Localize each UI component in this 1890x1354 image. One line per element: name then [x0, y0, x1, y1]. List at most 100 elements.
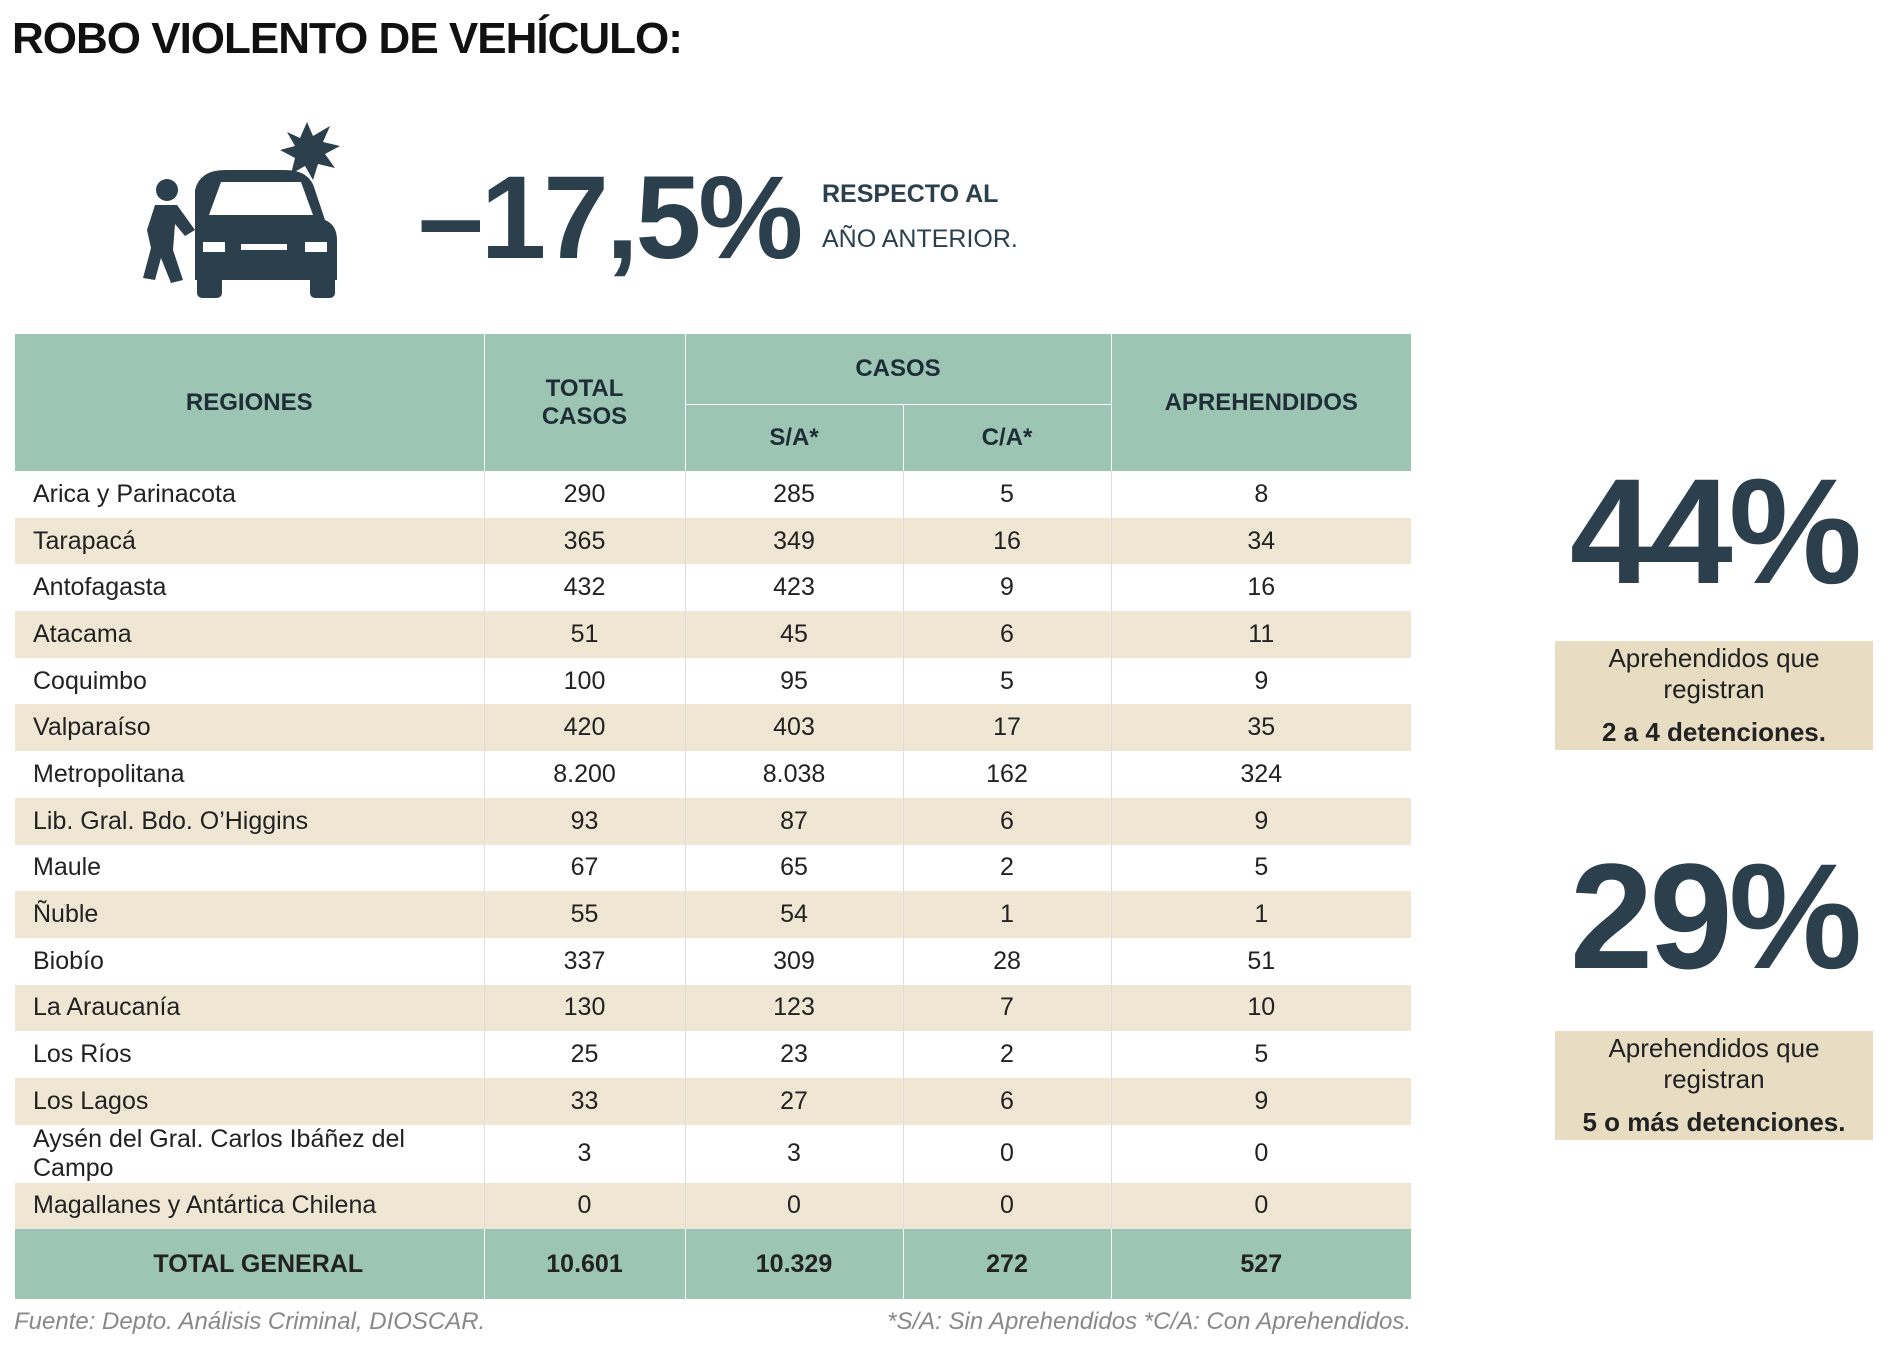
value-cell: 16	[1110, 564, 1412, 612]
stat-box: Aprehendidos que registran 2 a 4 detenci…	[1555, 641, 1873, 750]
footer-source: Fuente: Depto. Análisis Criminal, DIOSCA…	[14, 1308, 486, 1335]
header-cell: TOTAL CASOS	[483, 334, 685, 471]
value-cell: 5	[1110, 1031, 1412, 1078]
value-cell: 337	[483, 937, 685, 985]
value-cell: 5	[902, 471, 1112, 518]
region-cell: Ñuble	[15, 891, 484, 938]
table-row: La Araucanía 130 123 7 10	[15, 984, 1412, 1032]
table-row: Maule 67 65 2 5	[15, 844, 1412, 892]
value-cell: 423	[684, 564, 903, 612]
stat-value: 44%	[1569, 447, 1862, 615]
value-cell: 285	[684, 471, 903, 518]
table-row: Biobío 337 309 28 51	[15, 937, 1412, 985]
value-cell: 28	[902, 937, 1112, 985]
value-cell: 349	[684, 517, 903, 565]
table-row: Coquimbo 100 95 5 9	[15, 657, 1412, 705]
value-cell: 5	[902, 657, 1112, 705]
table-row: Metropolitana 8.200 8.038 162 324	[15, 751, 1412, 798]
stat-value: 29%	[1569, 832, 1862, 1000]
value-cell: 5	[1110, 844, 1412, 892]
value-cell: 2	[902, 1031, 1112, 1078]
region-cell: Tarapacá	[15, 517, 484, 565]
region-cell: Aysén del Gral. Carlos Ibáñez del Campo	[33, 1124, 405, 1182]
change-label: RESPECTO AL	[822, 180, 999, 208]
value-cell: 67	[483, 844, 685, 892]
value-cell: 100	[483, 657, 685, 705]
value-cell: 8	[1110, 471, 1412, 518]
value-cell: 0	[684, 1182, 903, 1230]
value-cell: 365	[483, 517, 685, 565]
value-cell: 9	[1110, 657, 1412, 705]
value-cell: 6	[902, 1077, 1112, 1125]
table-row: Magallanes y Antártica Chilena 0 0 0 0	[15, 1182, 1412, 1230]
region-cell: Maule	[33, 853, 102, 882]
stat-box: Aprehendidos que registran 5 o más deten…	[1555, 1031, 1873, 1140]
region-cell: Antofagasta	[33, 573, 167, 602]
header-cell: CASOS	[684, 334, 1112, 405]
table-row: Los Lagos 33 27 6 9	[15, 1077, 1412, 1125]
region-cell: La Araucanía	[15, 984, 484, 1032]
table-row: Valparaíso 420 403 17 35	[15, 704, 1412, 752]
value-cell: 6	[902, 611, 1112, 658]
stat-text: Aprehendidos que registran	[1608, 1033, 1820, 1094]
header-cell: C/A*	[902, 404, 1112, 471]
value-cell: 9	[902, 564, 1112, 612]
value-cell: 10.329	[684, 1229, 903, 1300]
region-cell: Valparaíso	[15, 704, 484, 752]
value-cell: 0	[1110, 1182, 1412, 1230]
value-cell: 35	[1110, 704, 1412, 752]
header-cell: S/A*	[684, 404, 903, 471]
footer-note: *S/A: Sin Aprehendidos *C/A: Con Aprehen…	[887, 1308, 1411, 1335]
value-cell: 123	[684, 984, 903, 1032]
value-cell: 51	[1110, 937, 1412, 985]
value-cell: 8.038	[684, 751, 903, 798]
stat-bold: 2 a 4 detenciones.	[1602, 717, 1826, 747]
value-cell: 51	[483, 611, 685, 658]
value-cell: 527	[1110, 1229, 1412, 1300]
value-cell: 23	[684, 1031, 903, 1078]
value-cell: 55	[483, 891, 685, 938]
value-cell: 290	[483, 471, 685, 518]
region-cell: Lib. Gral. Bdo. O’Higgins	[15, 797, 484, 845]
value-cell: 162	[902, 751, 1112, 798]
value-cell: 8.200	[483, 751, 685, 798]
value-cell: 87	[684, 797, 903, 845]
value-cell: 403	[684, 704, 903, 752]
value-cell: 65	[684, 844, 903, 892]
value-cell: 0	[483, 1182, 685, 1230]
title: ROBO VIOLENTO DE VEHÍCULO:	[12, 14, 683, 63]
table-row: TOTAL GENERAL 10.601 10.329 272 527	[15, 1229, 1412, 1300]
value-cell: 10.601	[483, 1229, 685, 1300]
value-cell: 25	[483, 1031, 685, 1078]
region-cell: TOTAL GENERAL	[15, 1229, 484, 1300]
region-cell: Biobío	[33, 946, 104, 975]
table-row: Arica y Parinacota 290 285 5 8	[15, 471, 1412, 518]
table-body: Arica y Parinacota 290 285 5 8 Tarapacá 365 349…	[15, 471, 1412, 1300]
table-row: Tarapacá 365 349 16 34	[15, 517, 1412, 565]
value-cell: 2	[902, 844, 1112, 892]
table-row: Antofagasta 432 423 9 16	[15, 564, 1412, 612]
region-cell: Atacama	[15, 611, 484, 658]
value-cell: 9	[1110, 797, 1412, 845]
value-cell: 0	[902, 1182, 1112, 1230]
value-cell: 0	[902, 1124, 1112, 1183]
header-cell: APREHENDIDOS	[1110, 334, 1412, 471]
region-cell: Coquimbo	[33, 666, 147, 695]
value-cell: 7	[902, 984, 1112, 1032]
region-cell: Metropolitana	[33, 759, 185, 788]
table-row: Ñuble 55 54 1 1	[15, 891, 1412, 938]
value-cell: 10	[1110, 984, 1412, 1032]
region-cell: Los Lagos	[15, 1077, 484, 1125]
value-cell: 1	[902, 891, 1112, 938]
value-cell: 324	[1110, 751, 1412, 798]
value-cell: 309	[684, 937, 903, 985]
value-cell: 11	[1110, 611, 1412, 658]
value-cell: 3	[483, 1124, 685, 1183]
value-cell: 420	[483, 704, 685, 752]
data-table: REGIONES TOTAL CASOS CASOS APREHENDIDOS …	[15, 334, 1412, 1300]
stat-text: Aprehendidos que registran	[1608, 643, 1820, 704]
value-cell: 17	[902, 704, 1112, 752]
value-cell: 54	[684, 891, 903, 938]
